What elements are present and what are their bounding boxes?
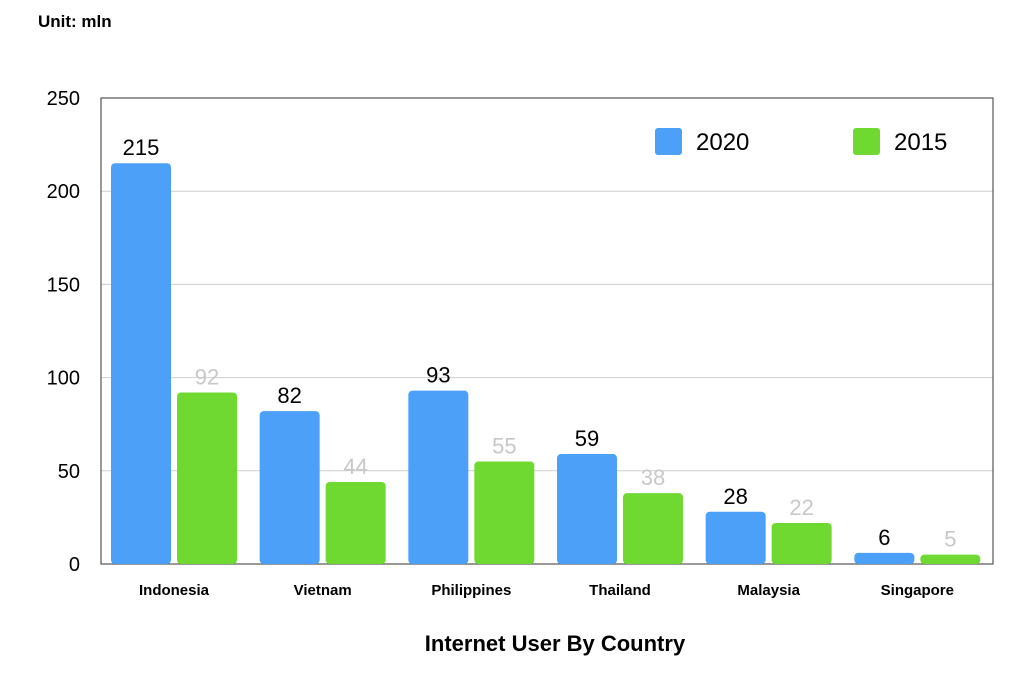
x-tick-label: Indonesia (139, 582, 210, 599)
y-tick-label: 200 (47, 181, 80, 203)
bar-2015-singapore (920, 554, 981, 564)
data-label: 92 (195, 365, 219, 390)
x-tick-label: Vietnam (294, 582, 352, 599)
data-label: 55 (492, 433, 516, 458)
bars: 215 92 82 44 93 55 59 38 28 22 6 5 (111, 135, 981, 565)
y-tick-label: 150 (47, 274, 80, 296)
data-label: 5 (944, 527, 956, 552)
y-tick-label: 50 (58, 461, 80, 483)
x-axis-ticks: Indonesia Vietnam Philippines Thailand Malay… (139, 582, 954, 599)
plot-frame (100, 97, 994, 565)
data-label: 6 (878, 525, 890, 550)
data-label: 44 (343, 454, 367, 479)
bar-2015-thailand (623, 493, 683, 564)
y-tick-label: 0 (69, 554, 80, 576)
data-label: 22 (789, 495, 813, 520)
data-label: 59 (575, 426, 599, 451)
bar-2020-indonesia (111, 163, 171, 565)
legend-swatch-2020 (655, 128, 682, 155)
legend-label-2015: 2015 (894, 129, 947, 156)
data-label: 82 (277, 383, 301, 408)
gridlines (101, 190, 993, 472)
legend-label-2020: 2020 (696, 129, 749, 156)
y-axis-ticks: 0 50 100 150 200 250 (47, 88, 80, 576)
bar-2015-vietnam (325, 481, 386, 564)
legend: 2020 2015 (655, 128, 947, 156)
bar-2020-malaysia (705, 511, 766, 564)
y-tick-label: 250 (47, 88, 80, 110)
x-tick-label: Philippines (431, 582, 511, 599)
data-label: 93 (426, 363, 450, 388)
bar-2015-indonesia (177, 392, 237, 564)
x-axis-label: Internet User By Country (425, 631, 686, 656)
bar-2020-philippines (408, 390, 469, 564)
x-tick-label: Malaysia (737, 582, 800, 599)
bar-2020-singapore (854, 552, 915, 564)
bar-2020-thailand (557, 454, 617, 564)
legend-swatch-2015 (853, 128, 880, 155)
data-label: 38 (641, 465, 665, 490)
unit-label: Unit: mln (38, 12, 112, 31)
bar-2020-vietnam (259, 411, 320, 564)
x-tick-label: Thailand (589, 582, 651, 599)
data-label: 215 (123, 135, 160, 160)
bar-2015-malaysia (771, 522, 832, 564)
data-label: 28 (723, 484, 747, 509)
y-tick-label: 100 (47, 368, 80, 390)
x-tick-label: Singapore (881, 582, 954, 599)
bar-2015-philippines (474, 461, 535, 564)
